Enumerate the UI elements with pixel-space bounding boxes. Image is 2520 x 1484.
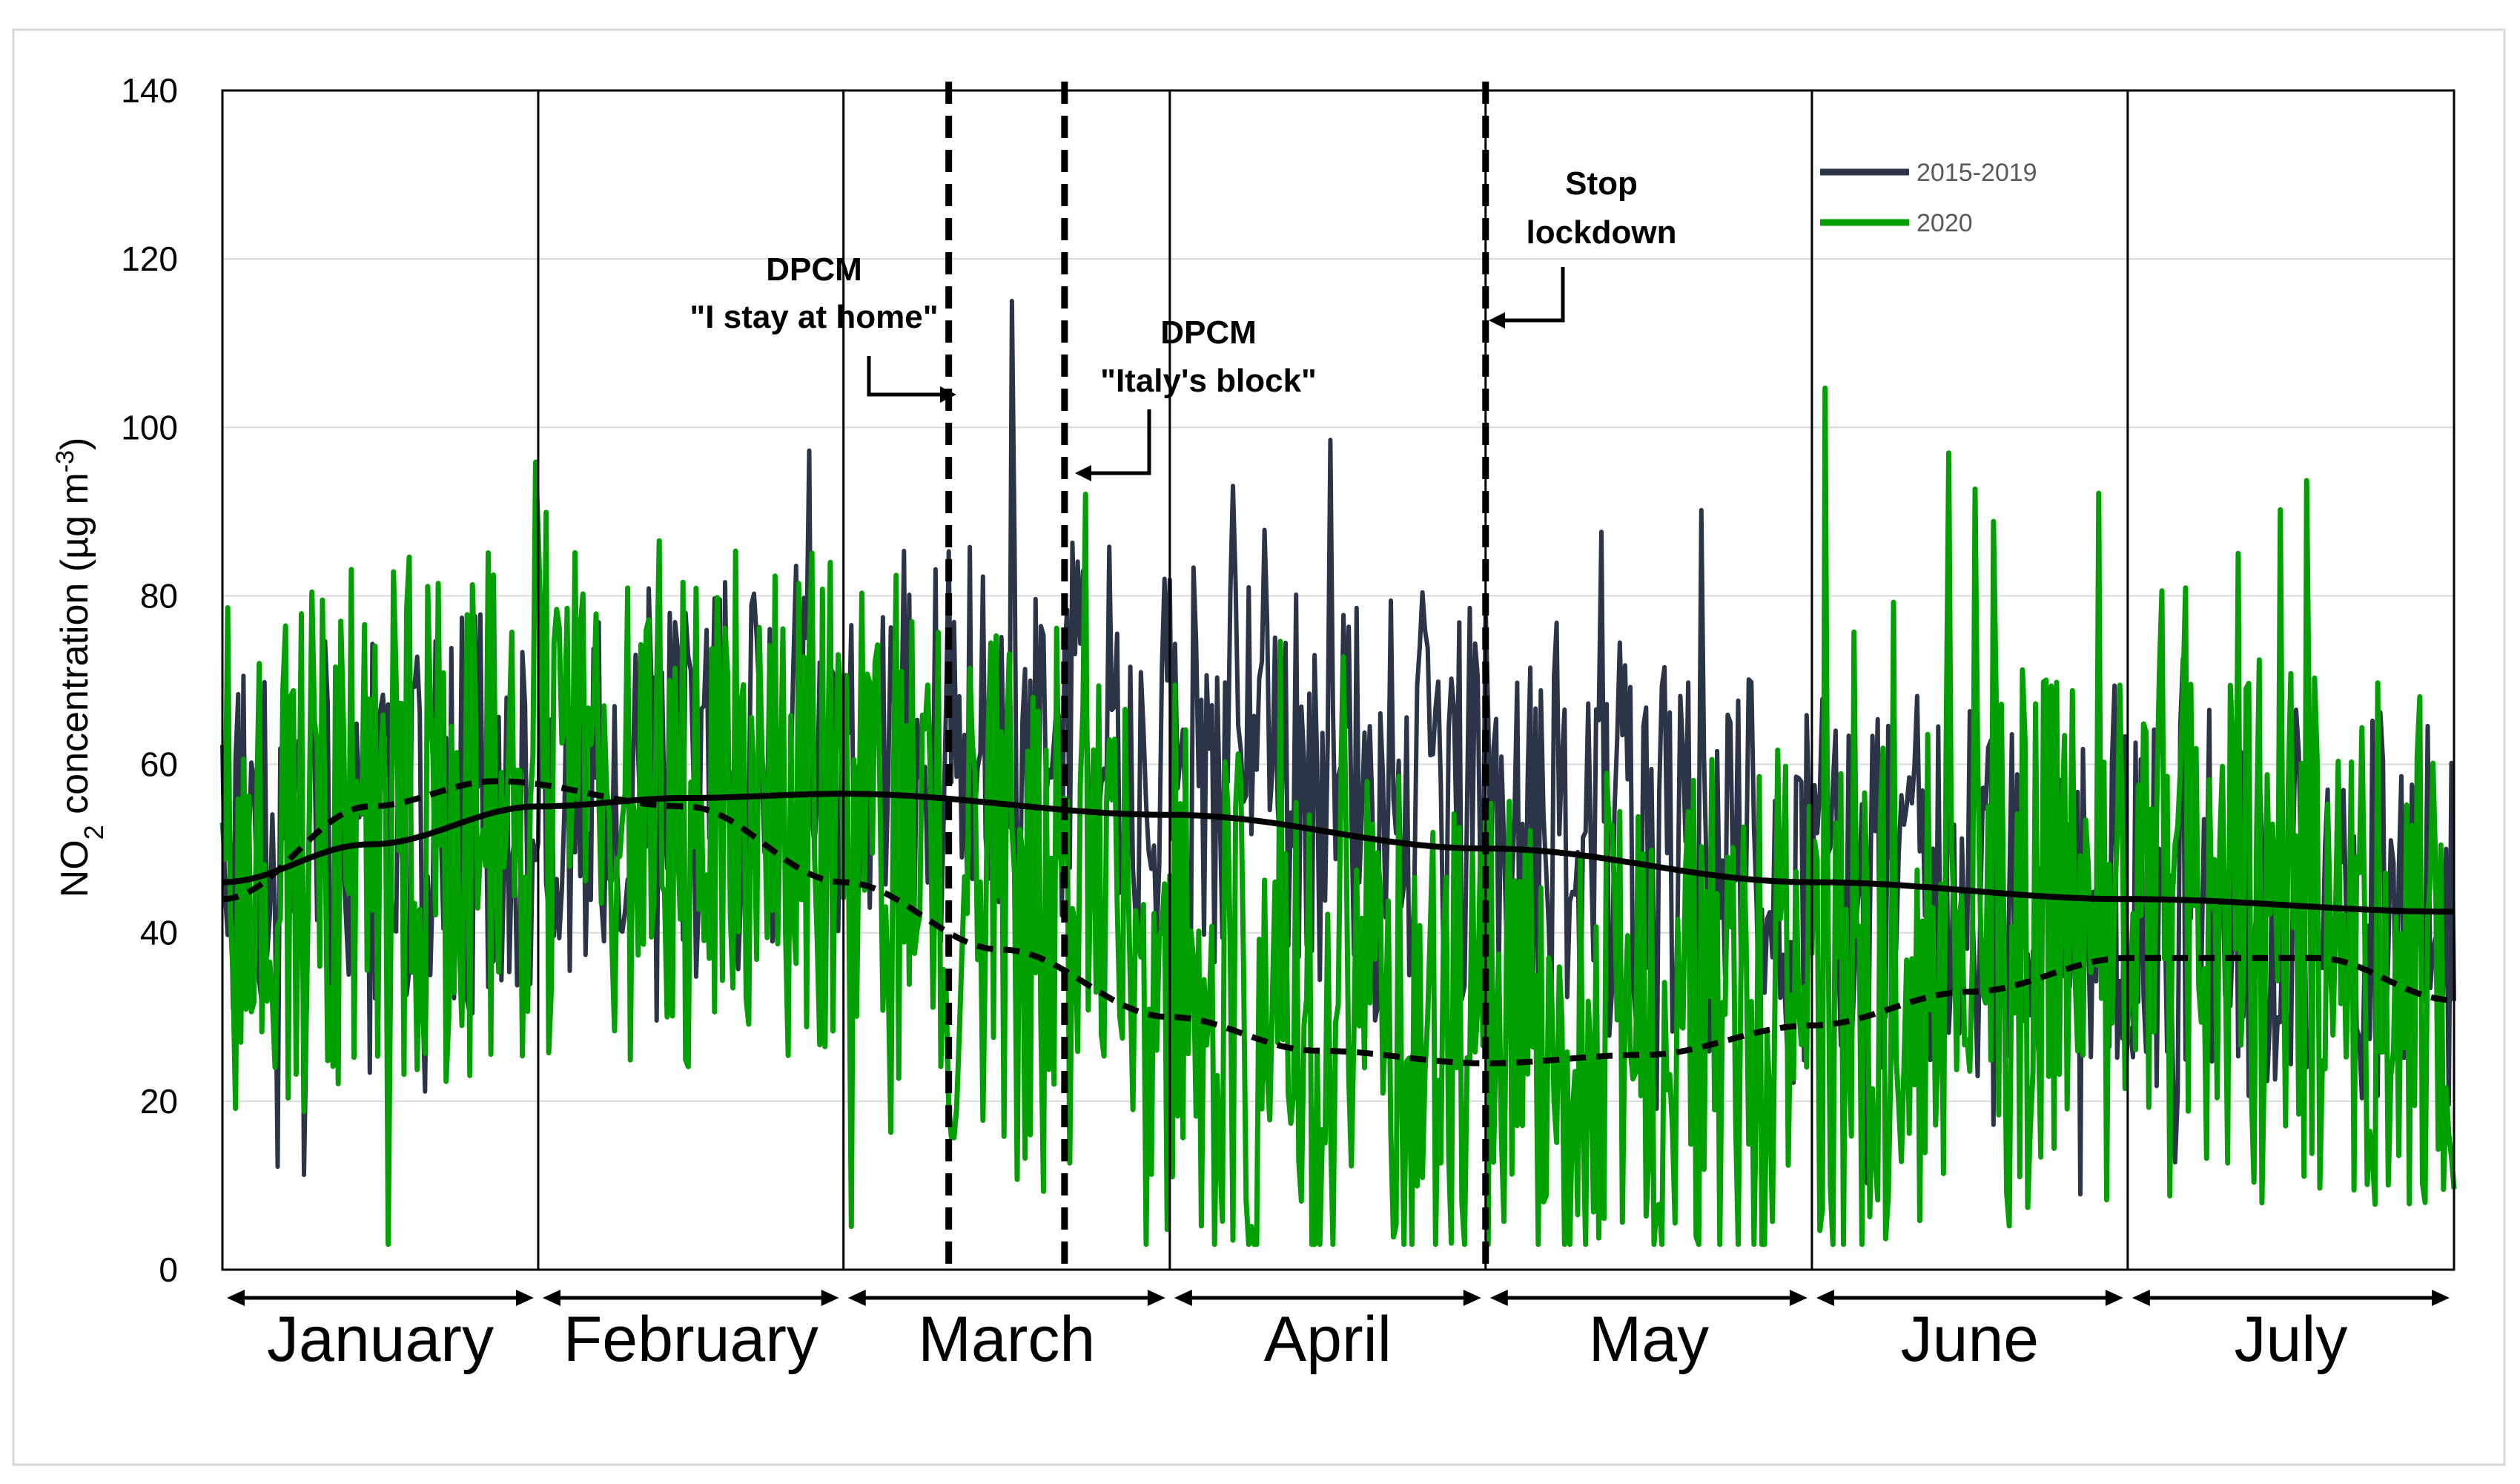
trend-line-dashed bbox=[222, 778, 2455, 1066]
annotation-1-arrowhead bbox=[940, 386, 956, 403]
legend: 2015-2019 2020 bbox=[1820, 159, 2037, 237]
y-axis-label-rest: concentration (µg m bbox=[53, 472, 96, 825]
y-axis-label: NO2 concentration (µg m-3) bbox=[51, 438, 109, 898]
annotation-2-arrow bbox=[1081, 409, 1151, 475]
annotation-3-line1: Stop bbox=[1565, 165, 1638, 202]
y-tick-labels: 0 20 40 60 80 100 120 140 bbox=[121, 71, 178, 1289]
month-label-January: January bbox=[267, 1304, 494, 1375]
month-label-May: May bbox=[1589, 1304, 1709, 1375]
y-tick-40: 40 bbox=[140, 914, 178, 952]
annotation-1-arrow bbox=[867, 356, 950, 397]
month-label-April: April bbox=[1264, 1304, 1392, 1375]
annotation-2-arrowhead bbox=[1075, 465, 1091, 481]
month-arrow-right-May bbox=[1789, 1290, 1808, 1306]
y-axis-label-main: NO bbox=[53, 840, 96, 897]
y-tick-0: 0 bbox=[159, 1250, 178, 1289]
legend-label-2020: 2020 bbox=[1917, 209, 1973, 237]
month-arrow-left-July bbox=[2132, 1290, 2150, 1306]
y-tick-120: 120 bbox=[121, 240, 178, 278]
y-tick-140: 140 bbox=[121, 71, 178, 110]
annotation-3-arrowhead bbox=[1489, 312, 1505, 329]
month-arrow-left-May bbox=[1489, 1290, 1508, 1306]
month-label-March: March bbox=[918, 1304, 1095, 1375]
annotation-2-line2: "Italy's block" bbox=[1100, 363, 1317, 399]
y-tick-20: 20 bbox=[140, 1082, 178, 1121]
month-labels: January February March April May June July bbox=[227, 1290, 2450, 1375]
y-tick-80: 80 bbox=[140, 576, 178, 615]
month-arrow-left-February bbox=[542, 1290, 560, 1306]
y-axis-label-sub: 2 bbox=[79, 825, 109, 840]
annotations: DPCM "I stay at home" DPCM "Italy's block" S… bbox=[689, 165, 1676, 481]
trend-line-solid bbox=[222, 791, 2454, 915]
y-tick-100: 100 bbox=[121, 408, 178, 446]
annotation-1-line2: "I stay at home" bbox=[689, 299, 938, 335]
month-arrow-right-June bbox=[2105, 1290, 2123, 1306]
trend-lines bbox=[222, 778, 2455, 1066]
y-axis-label-sup: -3 bbox=[51, 450, 79, 472]
y-tick-60: 60 bbox=[140, 745, 178, 784]
annotation-2-line1: DPCM bbox=[1160, 314, 1257, 351]
legend-label-2015-2019: 2015-2019 bbox=[1917, 159, 2037, 187]
month-arrow-right-April bbox=[1463, 1290, 1481, 1306]
month-label-June: June bbox=[1901, 1304, 2040, 1375]
plot-area-border bbox=[221, 89, 2455, 1271]
event-lines bbox=[945, 82, 1489, 1270]
annotation-1-line1: DPCM bbox=[766, 251, 862, 288]
month-arrow-left-January bbox=[227, 1290, 245, 1306]
month-arrow-left-April bbox=[1174, 1290, 1192, 1306]
month-arrow-left-June bbox=[1816, 1290, 1834, 1306]
month-label-February: February bbox=[563, 1304, 818, 1375]
y-axis-label-end: ) bbox=[53, 438, 96, 450]
month-label-July: July bbox=[2234, 1304, 2347, 1375]
month-arrow-left-March bbox=[847, 1290, 866, 1306]
annotation-3-arrow bbox=[1495, 267, 1565, 323]
month-arrow-right-July bbox=[2432, 1290, 2450, 1306]
series-2020 bbox=[219, 385, 2457, 1247]
month-arrow-right-January bbox=[515, 1290, 534, 1306]
annotation-3-line2: lockdown bbox=[1527, 214, 1677, 251]
month-arrow-right-March bbox=[1147, 1290, 1165, 1306]
month-arrow-right-February bbox=[821, 1290, 839, 1306]
